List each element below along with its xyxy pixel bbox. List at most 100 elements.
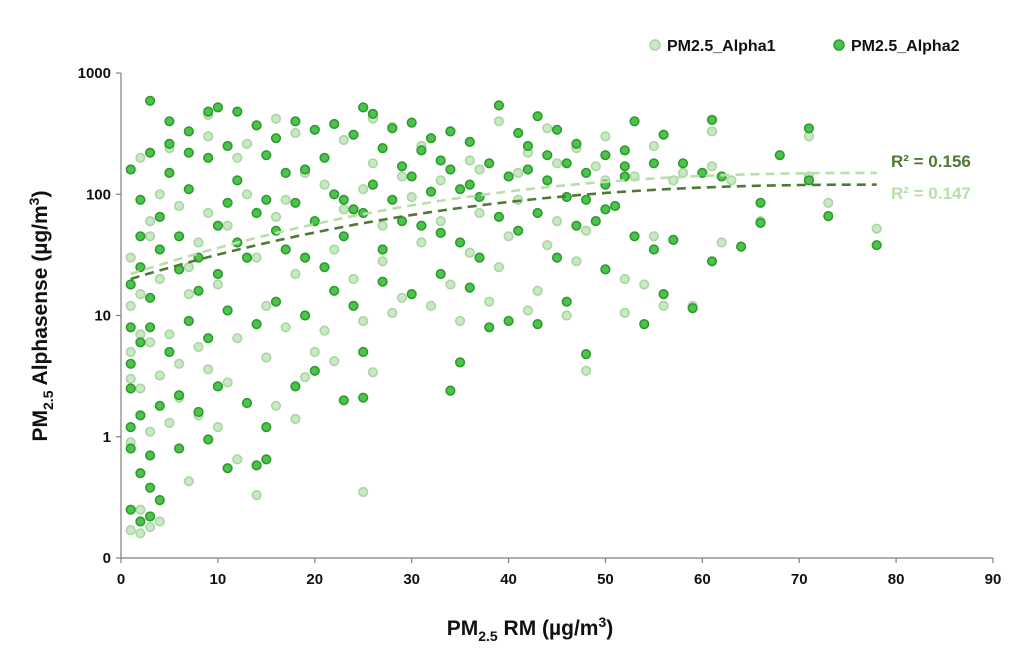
data-point <box>358 184 369 195</box>
data-point <box>261 150 272 161</box>
data-point <box>193 341 204 353</box>
data-point <box>484 296 495 307</box>
data-point <box>280 322 291 333</box>
data-point <box>619 273 630 285</box>
data-point <box>270 133 282 144</box>
data-point <box>164 346 175 358</box>
data-point <box>145 95 156 106</box>
data-point <box>154 189 165 200</box>
data-point <box>580 194 592 205</box>
y-tick-label: 1000 <box>78 65 111 82</box>
data-point <box>125 373 136 385</box>
data-point <box>464 155 475 166</box>
data-point <box>755 197 766 208</box>
data-point <box>261 194 272 205</box>
data-point <box>212 381 223 392</box>
data-point <box>658 300 669 312</box>
y-axis-title: PM2.5 Alphasense (µg/m3) <box>26 191 56 442</box>
legend-label-alpha1: PM2.5_Alpha1 <box>667 38 776 55</box>
data-point <box>706 114 718 125</box>
data-point <box>329 244 340 255</box>
data-point <box>387 123 398 134</box>
data-point <box>174 443 185 454</box>
data-point <box>871 223 882 234</box>
data-point <box>629 231 640 242</box>
data-point <box>222 377 233 388</box>
data-point <box>222 463 233 474</box>
data-point <box>445 385 456 396</box>
data-point <box>338 231 349 242</box>
data-point <box>377 143 388 154</box>
data-point <box>145 322 156 333</box>
data-point <box>203 131 214 142</box>
y-tick-label: 1 <box>103 429 111 446</box>
data-point <box>455 237 466 248</box>
data-point <box>203 333 214 344</box>
data-point <box>435 268 446 280</box>
data-point <box>619 307 630 319</box>
data-point <box>203 152 214 163</box>
data-point <box>571 138 582 149</box>
data-point <box>493 262 505 273</box>
data-point <box>803 175 815 186</box>
data-point <box>513 167 524 178</box>
data-point <box>174 200 185 212</box>
data-point <box>561 158 572 169</box>
data-point <box>203 207 214 219</box>
data-point <box>125 383 136 394</box>
data-point <box>309 124 320 135</box>
data-point <box>706 161 718 172</box>
data-point <box>406 191 417 203</box>
data-point <box>193 285 204 296</box>
data-point <box>358 486 369 498</box>
data-point <box>174 390 185 401</box>
data-point <box>241 189 253 200</box>
data-point <box>677 158 689 169</box>
data-point <box>164 138 175 149</box>
data-point <box>145 482 156 493</box>
data-point <box>377 220 388 231</box>
data-point <box>203 434 214 445</box>
data-point <box>145 511 156 522</box>
data-point <box>358 102 369 113</box>
data-point <box>503 231 514 242</box>
data-point <box>164 417 175 429</box>
data-point <box>590 161 601 172</box>
data-point <box>212 220 223 231</box>
data-point <box>706 256 718 267</box>
data-point <box>348 273 359 285</box>
data-point <box>455 315 466 327</box>
data-point <box>203 364 214 375</box>
data-point <box>309 216 320 227</box>
y-tick-label: 0 <box>103 550 111 567</box>
data-point <box>145 450 156 461</box>
data-point <box>493 100 505 111</box>
data-point <box>571 220 582 231</box>
data-point <box>522 164 534 175</box>
data-point <box>445 126 456 137</box>
data-point <box>125 300 136 312</box>
data-point <box>232 175 243 186</box>
data-point <box>871 240 882 251</box>
data-point <box>600 204 611 215</box>
data-point <box>551 158 563 169</box>
data-point <box>154 370 165 381</box>
x-tick-label: 70 <box>791 571 808 588</box>
data-point <box>154 516 165 527</box>
data-point <box>261 422 272 433</box>
data-point <box>290 268 301 280</box>
data-point <box>464 136 475 147</box>
data-point <box>232 454 243 465</box>
data-point <box>300 310 311 321</box>
data-point <box>203 106 214 117</box>
data-point <box>251 319 262 330</box>
data-point <box>387 307 398 319</box>
data-point <box>183 262 194 273</box>
data-point <box>183 126 194 137</box>
data-point <box>212 279 223 290</box>
data-point <box>396 171 408 182</box>
data-point <box>474 164 485 175</box>
data-point <box>145 231 156 242</box>
data-point <box>445 279 456 290</box>
data-point <box>803 123 815 134</box>
